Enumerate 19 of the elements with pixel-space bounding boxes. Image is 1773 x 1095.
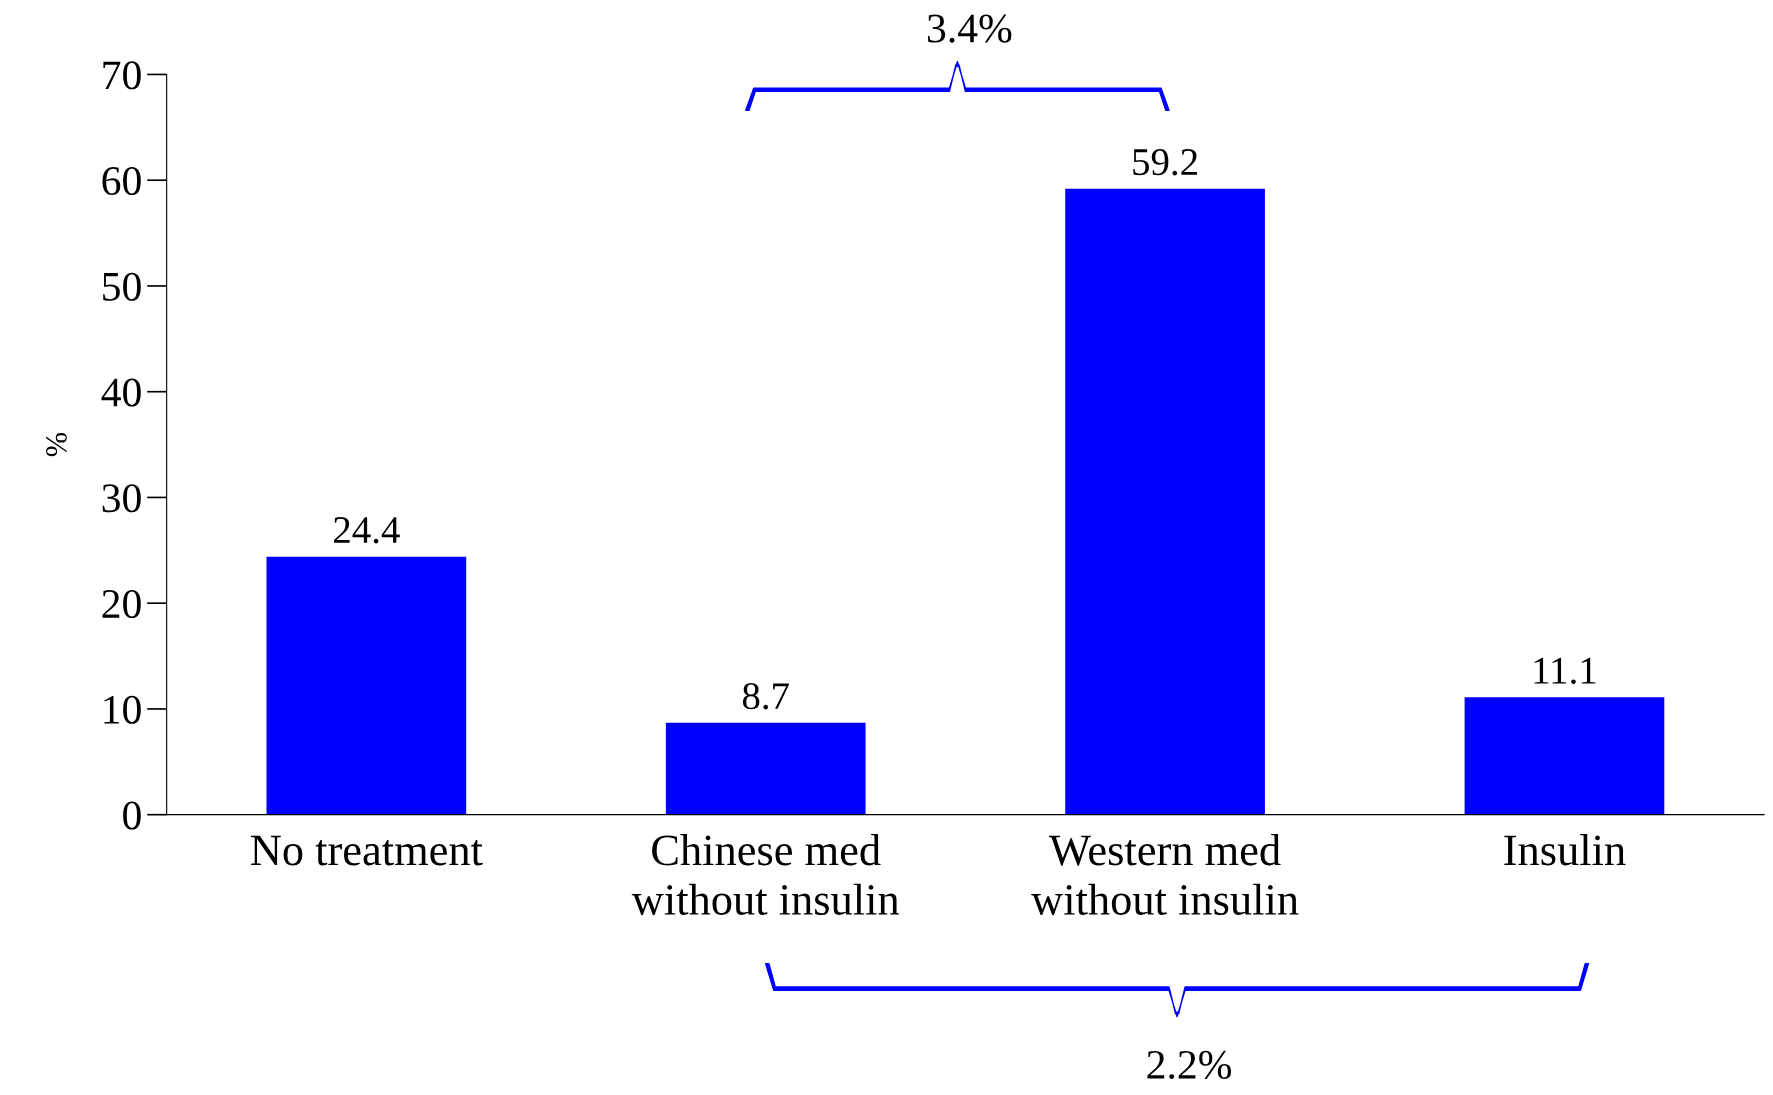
y-tick-label: 70 xyxy=(103,61,141,90)
x-tick-label: Western med without insulin xyxy=(1031,834,1299,915)
y-tick-label: 60 xyxy=(102,166,141,196)
data-label: 8.7 xyxy=(742,682,789,710)
y-tick-label: 10 xyxy=(104,695,141,724)
data-label: 11.1 xyxy=(1534,657,1596,685)
data-label: 24.4 xyxy=(334,517,400,544)
y-tick-label: 0 xyxy=(123,801,141,830)
x-tick-label: No treatment xyxy=(251,835,483,866)
text: 2.2% xyxy=(1147,1050,1232,1080)
x-tick-label: Chinese med without insulin xyxy=(631,834,899,915)
y-tick-label: 50 xyxy=(103,272,141,301)
y-tick-label: 30 xyxy=(102,484,141,513)
x-tick-label: Insulin xyxy=(1504,834,1626,866)
y-tick-label: 40 xyxy=(101,378,141,407)
y-axis-title: % xyxy=(46,432,67,457)
y-tick-label: 20 xyxy=(102,589,141,619)
text: 3.4% xyxy=(927,14,1012,43)
data-label: 59.2 xyxy=(1133,149,1197,176)
